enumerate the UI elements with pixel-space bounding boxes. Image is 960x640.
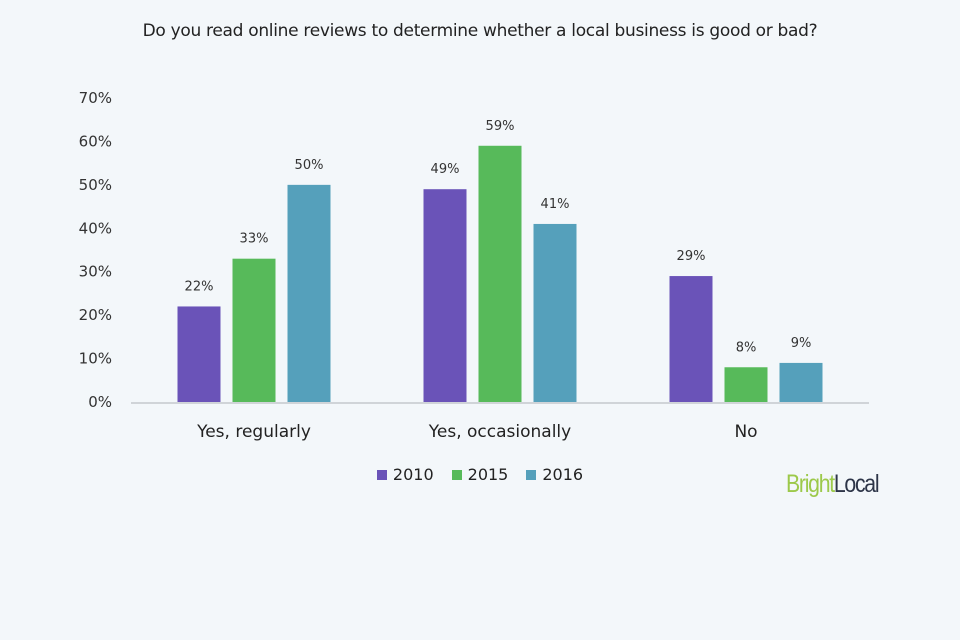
data-label: 33% (240, 232, 269, 247)
chart-title: Do you read online reviews to determine … (142, 21, 818, 41)
x-category-label: Yes, regularly (196, 422, 311, 442)
brightlocal-logo: BrightLocal (786, 470, 880, 498)
data-label: 29% (677, 249, 706, 264)
data-label: 9% (791, 336, 812, 351)
y-tick-label: 60% (79, 132, 112, 150)
y-tick-label: 10% (79, 350, 112, 368)
x-category-label: Yes, occasionally (428, 422, 571, 442)
y-tick-label: 50% (79, 176, 112, 194)
legend: 2010 2015 2016 (0, 465, 960, 484)
legend-item-2015: 2015 (451, 465, 509, 484)
legend-item-2010: 2010 (376, 465, 434, 484)
bar-2016 (287, 184, 331, 402)
bar-2010 (669, 276, 713, 402)
x-category-label: No (734, 422, 757, 442)
data-label: 49% (431, 162, 460, 177)
data-label: 50% (295, 158, 324, 173)
legend-swatch (526, 469, 537, 480)
bar-2015 (232, 258, 276, 402)
y-tick-label: 40% (79, 219, 112, 237)
bar-2015 (478, 145, 522, 402)
legend-swatch (451, 469, 462, 480)
data-label: 41% (541, 197, 570, 212)
y-tick-label: 30% (79, 263, 112, 281)
bar-2016 (533, 223, 577, 402)
data-label: 22% (185, 279, 214, 294)
legend-label: 2016 (542, 465, 584, 484)
bar-2016 (779, 362, 823, 402)
data-label: 8% (736, 340, 757, 355)
legend-label: 2015 (467, 465, 509, 484)
bar-2010 (423, 189, 467, 402)
bar-2010 (177, 306, 221, 402)
legend-item-2016: 2016 (526, 465, 583, 484)
y-tick-label: 0% (88, 393, 112, 411)
data-label: 59% (486, 119, 515, 134)
legend-swatch (376, 469, 387, 480)
y-tick-label: 70% (79, 89, 112, 107)
legend-label: 2010 (392, 465, 434, 484)
bar-2015 (724, 367, 768, 402)
y-tick-label: 20% (79, 306, 112, 324)
